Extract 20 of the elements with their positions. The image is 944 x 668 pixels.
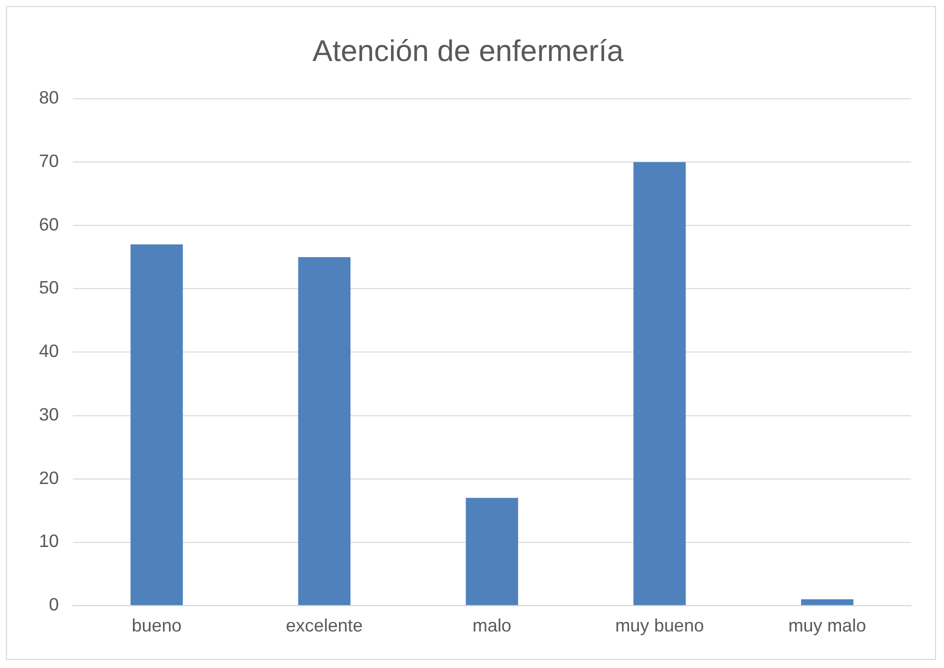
bar: [130, 244, 183, 606]
y-tick-label: 50: [38, 278, 59, 298]
x-tick-label: bueno: [132, 615, 182, 636]
bar: [633, 162, 686, 606]
y-tick-label: 10: [38, 531, 59, 552]
x-tick-label: excelente: [286, 615, 363, 636]
y-tick-label: 70: [38, 151, 59, 172]
y-tick-label: 30: [38, 404, 59, 424]
x-tick-label: muy bueno: [615, 615, 704, 636]
bar: [298, 257, 350, 606]
y-tick-label: 80: [38, 88, 59, 108]
y-tick-label: 40: [38, 341, 59, 362]
bar: [801, 599, 854, 606]
y-tick-label: 20: [38, 468, 59, 488]
y-tick-label: 60: [38, 214, 59, 234]
chart-title: Atención de enfermería: [312, 35, 624, 68]
y-tick-label: 0: [48, 594, 59, 615]
bar: [466, 498, 518, 606]
x-tick-label: muy malo: [788, 615, 866, 636]
x-tick-label: malo: [472, 615, 512, 636]
